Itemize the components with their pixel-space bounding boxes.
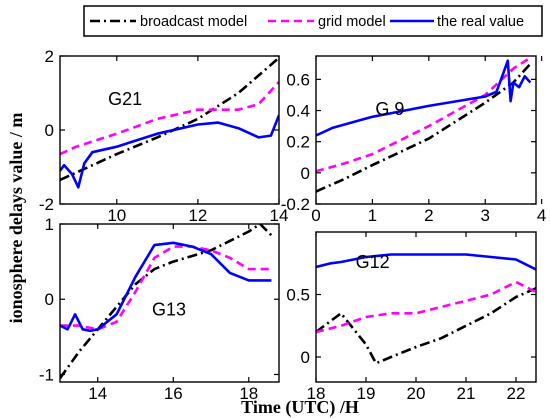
y-tick-label: 0 [301,348,310,367]
x-tick-label: 10 [107,206,126,225]
y-tick-label: 2 [45,47,54,66]
x-tick-label: 14 [88,384,107,403]
legend-label-real: the real value [437,14,524,30]
y-tick-label: -0.2 [281,195,310,214]
panel-1: 10 12 14 -2 0 2 G21 [39,47,289,225]
x-tick-label: 4 [537,206,546,225]
x-tick-label: 22 [507,384,526,403]
series-line-grid-model [316,56,532,173]
series-line-broadcast-model [316,287,536,365]
x-tick-label: 2 [424,206,433,225]
x-tick-label: 3 [480,206,489,225]
series-line-the-real-value [60,241,272,333]
panel-title: G12 [356,252,390,272]
series-line-grid-model [60,245,272,331]
plot-frame [315,55,537,205]
y-tick-label: 0.4 [286,102,310,121]
x-tick-label: 12 [188,206,207,225]
y-tick-label: 0 [45,121,54,140]
x-tick-label: 16 [164,384,183,403]
series-line-grid-model [316,280,536,334]
x-tick-label: 19 [357,384,376,403]
plot-frame [315,231,537,383]
y-tick-label: 0.5 [286,286,310,305]
panel-4: 18 19 20 21 22 0 0.5 G12 [286,231,537,403]
y-tick-label: -2 [39,195,54,214]
x-tick-label: 21 [457,384,476,403]
series-line-broadcast-model [60,224,273,379]
panel-title: G13 [152,300,186,320]
x-tick-label: 1 [368,206,377,225]
series-line-the-real-value [316,59,532,137]
y-tick-label: 0.6 [286,70,310,89]
panel-title: G21 [108,89,142,109]
x-tick-label: 14 [270,206,289,225]
y-tick-label: 1 [45,215,54,234]
y-axis-title: ionosphere delays value / m [6,113,26,324]
y-tick-label: 0 [301,164,310,183]
series-line-broadcast-model [60,56,279,182]
panel-title: G 9 [375,99,404,119]
y-tick-label: 0.2 [286,133,310,152]
panel-2: 0 1 2 3 4-0.200.20.40.6G 9 [281,55,546,225]
series-line-the-real-value [316,253,536,271]
x-tick-label: 20 [407,384,426,403]
plot-frame [59,223,280,383]
series-line-the-real-value [60,114,279,189]
x-tick-label: 18 [239,384,258,403]
legend: broadcast model grid model the real valu… [83,5,543,37]
panel-3: 14 16 18 -1 0 1 G13 [39,215,280,403]
legend-label-broadcast: broadcast model [140,14,247,30]
x-tick-label: 18 [307,384,326,403]
y-tick-label: 0 [45,290,54,309]
legend-label-grid: grid model [318,14,386,30]
series-line-grid-model [60,81,279,156]
y-tick-label: -1 [39,365,54,384]
x-tick-label: 0 [311,206,320,225]
x-axis-title: Time (UTC) /H [241,397,359,418]
